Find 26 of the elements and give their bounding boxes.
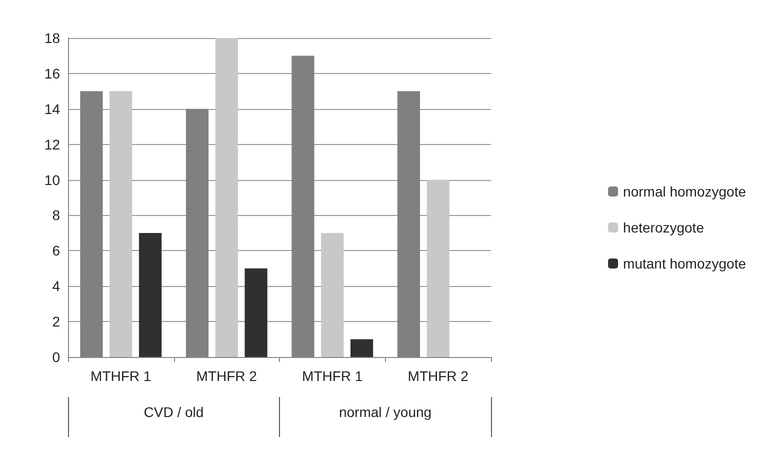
legend-label: mutant homozygote	[623, 256, 746, 272]
y-tick-label: 0	[52, 349, 60, 365]
x-tick-label: MTHFR 2	[408, 368, 469, 384]
x-tick-label: MTHFR 1	[90, 368, 152, 384]
bar	[215, 38, 238, 357]
x-tick-label: MTHFR 1	[302, 368, 363, 384]
bar	[350, 339, 374, 357]
bar	[321, 232, 344, 357]
legend-label: heterozygote	[623, 220, 704, 236]
text: CVD / old	[144, 404, 204, 420]
y-tick-label: 4	[52, 278, 60, 294]
x-tick-label: MTHFR 2	[196, 368, 258, 384]
bar	[138, 232, 162, 357]
y-tick-label: 6	[52, 242, 60, 259]
y-tick-label: 2	[52, 314, 60, 330]
bar	[244, 268, 268, 357]
y-tick-label: 10	[44, 172, 60, 188]
y-tick-label: 14	[44, 100, 60, 117]
bar	[426, 180, 450, 357]
y-tick-label: 12	[44, 136, 60, 152]
y-tick-label: 16	[44, 65, 60, 82]
y-tick-label: 8	[52, 207, 60, 224]
text: normal / young	[338, 404, 432, 420]
bar	[110, 91, 132, 357]
y-tick-label: 18	[44, 30, 60, 46]
legend-label: normal homozygote	[623, 184, 746, 200]
